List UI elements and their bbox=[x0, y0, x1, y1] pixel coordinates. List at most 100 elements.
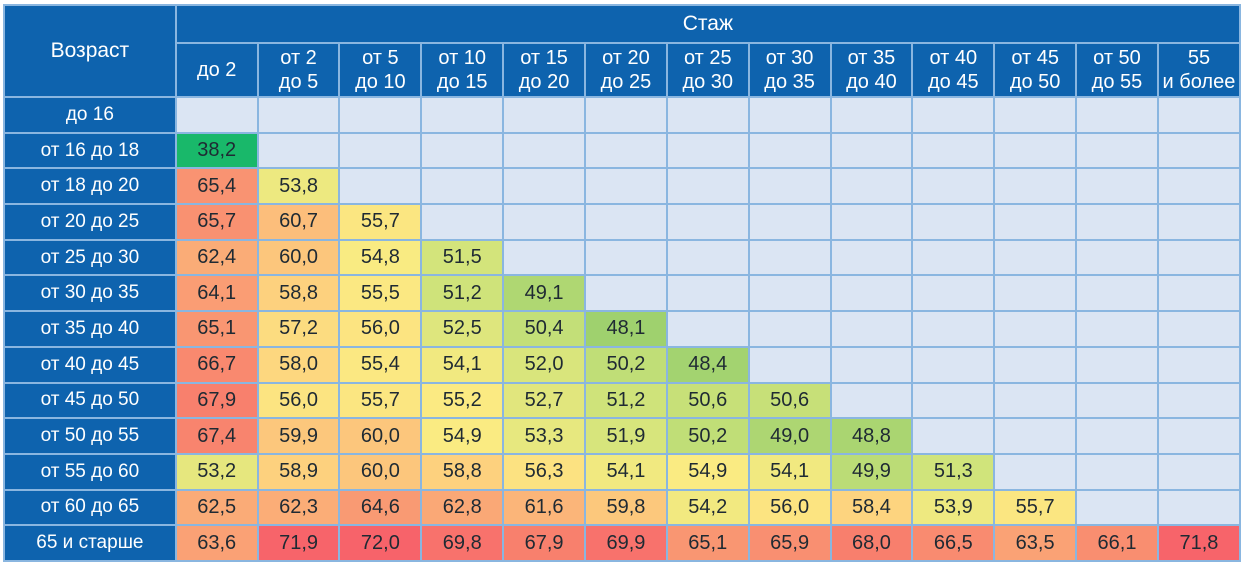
heatmap-cell: 55,7 bbox=[340, 205, 423, 241]
heatmap-cell: 51,2 bbox=[586, 383, 668, 420]
empty-cell bbox=[586, 205, 668, 241]
heatmap-cell: 52,0 bbox=[504, 347, 586, 384]
heatmap-cell: 56,0 bbox=[749, 490, 832, 527]
heatmap-cell: 54,1 bbox=[586, 454, 668, 491]
column-header-line: от 25 bbox=[683, 47, 732, 69]
empty-cell bbox=[995, 205, 1078, 241]
empty-cell bbox=[1158, 312, 1241, 348]
column-header-line: от 35 bbox=[847, 47, 896, 69]
empty-cell bbox=[1077, 347, 1159, 384]
empty-cell bbox=[913, 347, 996, 384]
empty-cell bbox=[340, 133, 423, 170]
row-header: от 40 до 45 bbox=[5, 347, 177, 384]
empty-cell bbox=[749, 276, 832, 313]
empty-cell bbox=[831, 347, 914, 384]
empty-cell bbox=[913, 169, 996, 206]
empty-cell bbox=[422, 98, 505, 134]
heatmap-cell: 62,8 bbox=[422, 490, 505, 527]
heatmap-cell: 67,9 bbox=[504, 526, 586, 562]
empty-cell bbox=[995, 169, 1078, 206]
heatmap-cell: 61,6 bbox=[504, 490, 586, 527]
heatmap-cell: 54,9 bbox=[667, 454, 750, 491]
column-header: 55 и более bbox=[1158, 44, 1241, 98]
heatmap-cell: 65,4 bbox=[176, 169, 259, 206]
column-header-line: до 30 bbox=[682, 71, 734, 93]
row-header: от 18 до 20 bbox=[5, 169, 177, 206]
empty-cell bbox=[913, 276, 996, 313]
heatmap-cell: 65,1 bbox=[667, 526, 750, 562]
column-header: от 25 до 30 bbox=[667, 44, 750, 98]
table-row: от 35 до 40 65,1 57,2 56,0 52,5 50,4 48,1 bbox=[5, 312, 1241, 348]
heatmap-cell: 65,1 bbox=[176, 312, 259, 348]
heatmap-cell: 50,2 bbox=[586, 347, 668, 384]
empty-cell bbox=[995, 98, 1078, 134]
heatmap-cell: 38,2 bbox=[176, 133, 259, 170]
empty-cell bbox=[1158, 383, 1241, 420]
empty-cell bbox=[1158, 205, 1241, 241]
empty-cell bbox=[1158, 98, 1241, 134]
heatmap-cell: 55,7 bbox=[340, 383, 423, 420]
heatmap-body: до 16 от 16 до 18 38,2 от 18 до 20 65,4 53,8 о… bbox=[5, 98, 1241, 562]
table-row: от 50 до 55 67,4 59,9 60,0 54,9 53,3 51,9 50,2 4… bbox=[5, 419, 1241, 455]
heatmap-table: Возраст Стаж до 2 от 2 до 5 от 5 до 10 от 10 д… bbox=[3, 4, 1241, 562]
empty-cell bbox=[831, 98, 914, 134]
heatmap-cell: 63,5 bbox=[995, 526, 1078, 562]
empty-cell bbox=[340, 98, 423, 134]
empty-cell bbox=[667, 133, 750, 170]
empty-cell bbox=[995, 276, 1078, 313]
column-header-line: до 2 bbox=[196, 59, 237, 81]
heatmap-cell: 60,0 bbox=[340, 419, 423, 455]
heatmap-cell: 66,7 bbox=[176, 347, 259, 384]
heatmap-cell: 62,4 bbox=[176, 240, 259, 277]
empty-cell bbox=[1077, 312, 1159, 348]
heatmap-cell: 54,9 bbox=[422, 419, 505, 455]
empty-cell bbox=[913, 98, 996, 134]
column-header: от 20 до 25 bbox=[586, 44, 668, 98]
column-header-line: от 10 bbox=[438, 47, 487, 69]
empty-cell bbox=[586, 276, 668, 313]
heatmap-cell: 59,8 bbox=[586, 490, 668, 527]
empty-cell bbox=[586, 133, 668, 170]
empty-cell bbox=[1077, 383, 1159, 420]
heatmap-cell: 69,9 bbox=[586, 526, 668, 562]
empty-cell bbox=[422, 133, 505, 170]
heatmap-cell: 52,5 bbox=[422, 312, 505, 348]
empty-cell bbox=[831, 276, 914, 313]
heatmap-cell: 50,6 bbox=[749, 383, 832, 420]
empty-cell bbox=[1077, 276, 1159, 313]
heatmap-cell: 53,3 bbox=[504, 419, 586, 455]
heatmap-cell: 60,0 bbox=[340, 454, 423, 491]
table-row: от 30 до 35 64,1 58,8 55,5 51,2 49,1 bbox=[5, 276, 1241, 313]
column-header: от 30 до 35 bbox=[749, 44, 832, 98]
empty-cell bbox=[1077, 205, 1159, 241]
heatmap-cell: 65,7 bbox=[176, 205, 259, 241]
table-row: от 60 до 65 62,5 62,3 64,6 62,8 61,6 59,8 54,2 5… bbox=[5, 490, 1241, 527]
empty-cell bbox=[913, 419, 996, 455]
heatmap-cell: 51,3 bbox=[913, 454, 996, 491]
heatmap-cell: 56,0 bbox=[340, 312, 423, 348]
row-header: до 16 bbox=[5, 98, 177, 134]
empty-cell bbox=[1077, 454, 1159, 491]
empty-cell bbox=[995, 454, 1078, 491]
heatmap-cell: 60,0 bbox=[258, 240, 341, 277]
heatmap-cell: 62,5 bbox=[176, 490, 259, 527]
heatmap-cell: 48,4 bbox=[667, 347, 750, 384]
table-row: от 55 до 60 53,2 58,9 60,0 58,8 56,3 54,1 54,9 5… bbox=[5, 454, 1241, 491]
empty-cell bbox=[749, 169, 832, 206]
heatmap-cell: 55,5 bbox=[340, 276, 423, 313]
empty-cell bbox=[667, 276, 750, 313]
column-group-header-experience: Стаж bbox=[176, 6, 1241, 44]
column-header: от 50 до 55 bbox=[1077, 44, 1159, 98]
column-header: от 2 до 5 bbox=[258, 44, 341, 98]
column-header: от 15 до 20 bbox=[504, 44, 586, 98]
heatmap-cell: 54,2 bbox=[667, 490, 750, 527]
heatmap-cell: 53,9 bbox=[913, 490, 996, 527]
column-header-line: до 25 bbox=[600, 71, 652, 93]
empty-cell bbox=[913, 133, 996, 170]
empty-cell bbox=[340, 169, 423, 206]
heatmap-cell: 52,7 bbox=[504, 383, 586, 420]
column-header-line: до 5 bbox=[278, 71, 319, 93]
empty-cell bbox=[831, 240, 914, 277]
heatmap-cell: 71,8 bbox=[1158, 526, 1241, 562]
empty-cell bbox=[995, 240, 1078, 277]
